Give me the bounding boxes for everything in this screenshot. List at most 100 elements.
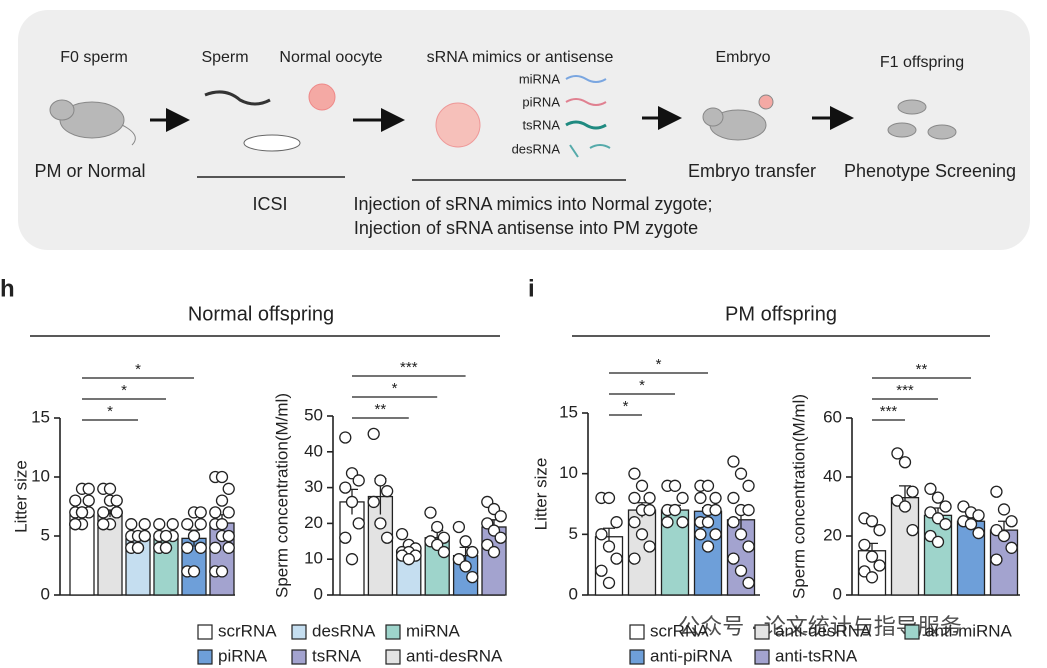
data-point [466, 545, 479, 559]
data-point [459, 560, 472, 573]
data-point [898, 456, 912, 469]
rna-icon [565, 98, 607, 106]
data-point [742, 540, 755, 553]
data-point [709, 503, 722, 517]
legend-label: anti-miRNA [925, 621, 1013, 640]
data-point [153, 518, 166, 531]
data-point [166, 518, 179, 531]
data-point [939, 500, 952, 513]
data-point [380, 485, 394, 498]
y-tick-label: 10 [304, 549, 323, 568]
data-point [345, 495, 359, 509]
label: ICSI [252, 194, 287, 214]
data-point [602, 540, 616, 553]
y-tick-label: 50 [304, 405, 323, 424]
significance-label: ** [375, 401, 387, 418]
rna-icon [565, 75, 607, 83]
data-point [69, 494, 82, 507]
label: Sperm [201, 49, 248, 66]
legend-label: scrRNA [650, 621, 709, 640]
data-point [668, 479, 682, 492]
legend-label: anti-piRNA [650, 646, 733, 665]
data-point [215, 494, 229, 507]
data-point [610, 552, 623, 565]
y-tick-label: 40 [304, 441, 323, 460]
data-point [82, 494, 95, 507]
data-point [215, 518, 229, 531]
data-point [661, 516, 674, 529]
legend-swatch [629, 624, 645, 640]
data-point [494, 510, 507, 523]
data-point [431, 520, 444, 534]
data-point [628, 491, 641, 505]
data-point [891, 447, 904, 460]
y-tick-label: 0 [833, 584, 842, 603]
data-point [997, 529, 1011, 543]
legend-label: desRNA [312, 621, 376, 640]
data-point [931, 535, 945, 549]
data-point [181, 541, 194, 554]
data-point [701, 540, 715, 553]
data-point [222, 482, 235, 495]
data-point [487, 545, 501, 559]
data-point [125, 518, 138, 531]
data-point [459, 535, 472, 548]
label: Injection of sRNA mimics into Normal zyg… [353, 194, 712, 214]
legend-swatch [754, 649, 770, 665]
data-point [215, 470, 229, 484]
data-point [694, 491, 707, 505]
mouse-icon [702, 94, 774, 141]
label: desRNA [512, 141, 561, 156]
mice-icon [887, 99, 957, 140]
label: PM or Normal [34, 161, 145, 181]
data-point [701, 516, 715, 529]
significance-label: * [121, 382, 127, 399]
data-point [701, 479, 715, 492]
data-point [694, 528, 707, 541]
significance-label: ** [916, 361, 928, 378]
data-point [990, 485, 1003, 498]
legend-swatch [291, 624, 307, 640]
data-point [676, 491, 689, 505]
data-point [339, 431, 352, 444]
legend-label: miRNA [406, 621, 460, 640]
legend-swatch [385, 624, 401, 640]
bar [890, 496, 920, 596]
y-tick-label: 0 [41, 584, 50, 603]
y-tick-label: 10 [559, 463, 578, 482]
data-point [635, 528, 649, 541]
y-tick-label: 15 [31, 407, 50, 426]
significance-label: * [107, 403, 113, 420]
y-tick-label: 20 [304, 513, 323, 532]
data-point [931, 491, 945, 504]
data-point [734, 528, 748, 541]
oocyte-icon [308, 83, 336, 111]
y-tick-label: 0 [569, 584, 578, 603]
label: Injection of sRNA antisense into PM zygo… [354, 218, 698, 238]
significance-label: * [639, 377, 645, 394]
legend-label: anti-desRNA [775, 621, 872, 640]
label: sRNA mimics or antisense [427, 49, 614, 66]
panel-title: Normal offspring [188, 303, 334, 325]
data-point [110, 506, 123, 519]
data-point [97, 506, 110, 519]
y-tick-label: 5 [41, 525, 50, 544]
data-point [1005, 515, 1018, 528]
data-point [69, 518, 82, 531]
label: tsRNA [522, 117, 560, 132]
data-point [215, 565, 229, 578]
sperm-icon [204, 90, 271, 106]
y-tick-label: 30 [304, 477, 323, 496]
significance-label: * [135, 361, 141, 378]
data-point [906, 485, 919, 498]
schematic-labels: F0 sperm PM or Normal Sperm Normal oocyt… [34, 49, 1016, 238]
panel-label: h [0, 275, 15, 302]
dish-icon [243, 134, 301, 152]
legend-swatch [197, 649, 213, 665]
data-point [972, 509, 985, 522]
data-point [964, 518, 978, 531]
data-point [727, 516, 740, 529]
significance-label: * [656, 356, 662, 373]
label: Normal oocyte [279, 49, 382, 66]
data-point [194, 506, 207, 519]
